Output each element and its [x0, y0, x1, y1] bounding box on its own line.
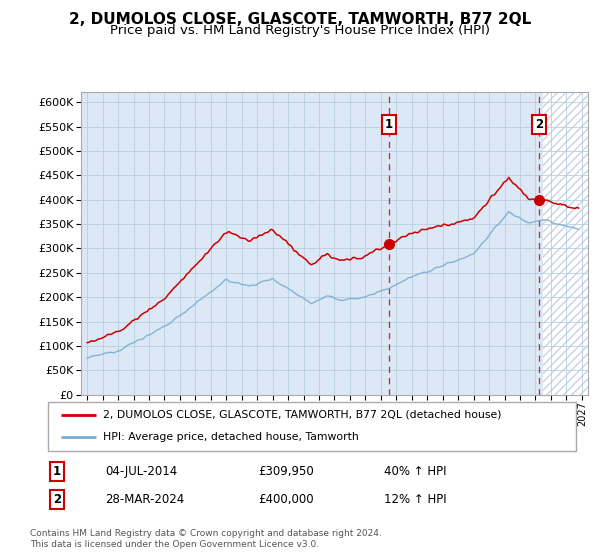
Text: 2: 2	[535, 118, 544, 130]
Text: 2: 2	[53, 493, 61, 506]
Text: HPI: Average price, detached house, Tamworth: HPI: Average price, detached house, Tamw…	[103, 432, 359, 442]
Text: £309,950: £309,950	[258, 465, 314, 478]
Text: 12% ↑ HPI: 12% ↑ HPI	[384, 493, 446, 506]
Text: 1: 1	[53, 465, 61, 478]
Text: Contains HM Land Registry data © Crown copyright and database right 2024.
This d: Contains HM Land Registry data © Crown c…	[30, 529, 382, 549]
Text: 2, DUMOLOS CLOSE, GLASCOTE, TAMWORTH, B77 2QL (detached house): 2, DUMOLOS CLOSE, GLASCOTE, TAMWORTH, B7…	[103, 410, 502, 420]
Text: 40% ↑ HPI: 40% ↑ HPI	[384, 465, 446, 478]
Text: Price paid vs. HM Land Registry's House Price Index (HPI): Price paid vs. HM Land Registry's House …	[110, 24, 490, 36]
Text: 1: 1	[385, 118, 392, 130]
Text: 28-MAR-2024: 28-MAR-2024	[105, 493, 184, 506]
Text: 2, DUMOLOS CLOSE, GLASCOTE, TAMWORTH, B77 2QL: 2, DUMOLOS CLOSE, GLASCOTE, TAMWORTH, B7…	[69, 12, 531, 27]
Text: £400,000: £400,000	[258, 493, 314, 506]
Text: 04-JUL-2014: 04-JUL-2014	[105, 465, 177, 478]
